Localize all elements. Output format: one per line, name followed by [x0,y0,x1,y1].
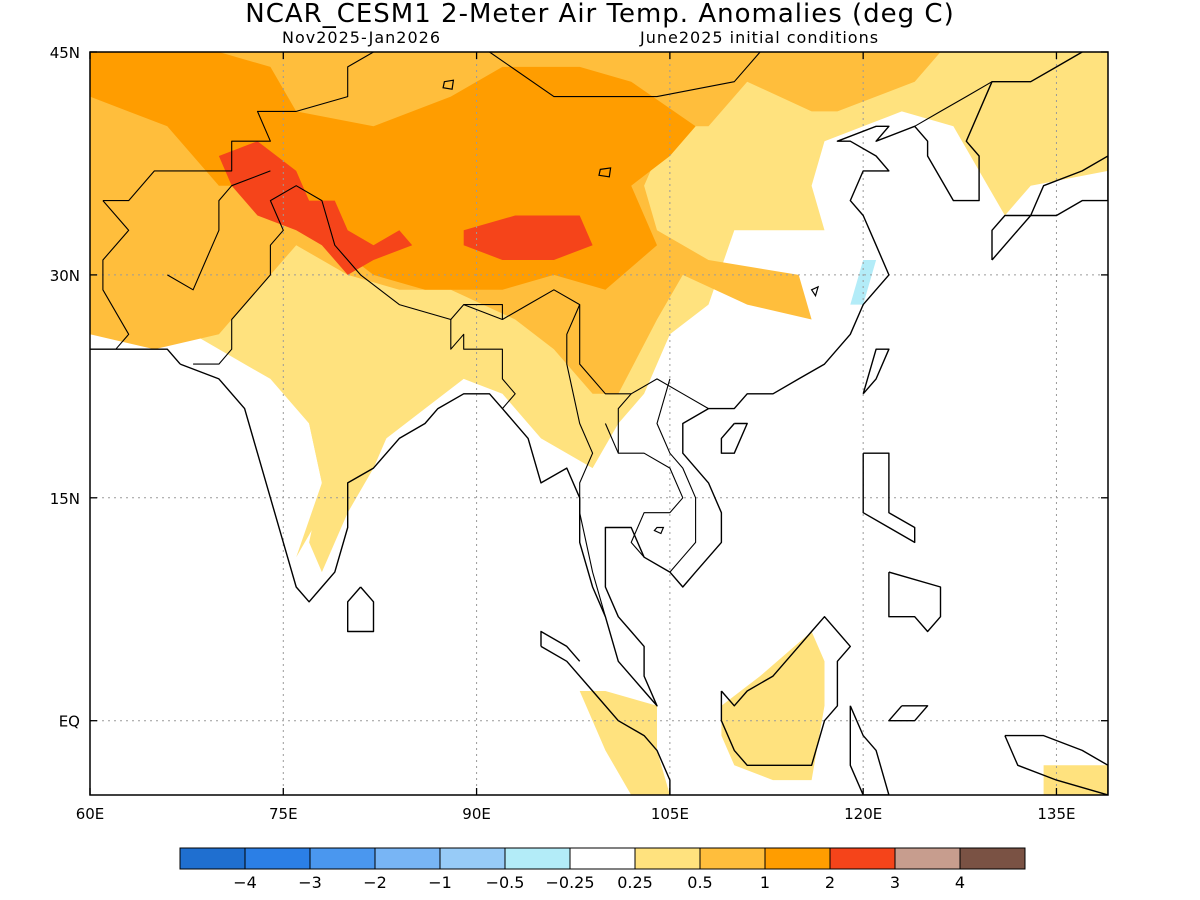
lon-tick-label: 135E [1037,805,1075,823]
lake-outline [653,526,665,535]
map-title: NCAR_CESM1 2-Meter Air Temp. Anomalies (… [245,0,955,29]
colorbar-swatch [699,847,766,870]
country-border [450,319,516,409]
coastline [720,422,748,454]
colorbar-swatch [504,847,571,870]
colorbar-label: 4 [955,873,965,892]
country-border [656,378,697,573]
lake-outline [598,167,612,178]
coastline [849,705,890,795]
colorbar-swatch [244,847,311,870]
colorbar-label: 3 [890,873,900,892]
colorbar-label: −4 [233,873,257,892]
coastline [540,630,581,662]
coastline [862,452,916,544]
colorbar-swatch [569,847,636,870]
lat-tick-label: 15N [50,490,80,508]
colorbar-label: −0.5 [486,873,525,892]
colorbar-swatch [439,847,506,870]
colorbar-swatch [309,847,376,870]
country-border [914,81,993,127]
anomaly-region-0.5 [579,691,670,795]
colorbar-label: −3 [298,873,322,892]
coastline [347,586,375,633]
country-border [102,52,374,202]
axis-ticks: 45N 30N 15N EQ 60E 75E 90E 105E 120E 135E [50,44,1108,823]
anomaly-region--0.25 [850,260,877,305]
anomaly-shading [90,52,1108,795]
anomaly-region-3 [218,141,413,275]
country-border [193,185,709,410]
gridlines [90,52,1108,795]
colorbar-swatch [634,847,701,870]
initial-conditions: June2025 initial conditions [640,28,880,47]
coastline [720,616,851,766]
country-border [167,170,271,291]
country-border [437,52,763,98]
colorbar-label: −2 [363,873,387,892]
colorbar-label: 1 [760,873,770,892]
country-border [566,304,606,617]
country-borders [102,52,993,617]
lon-tick-label: 105E [651,805,689,823]
lon-tick-label: 90E [462,805,491,823]
lon-tick-label: 60E [76,805,105,823]
country-border [463,304,503,320]
coastline [888,705,929,722]
colorbar-label: 0.25 [617,873,653,892]
anomaly-region-0.5 [721,631,825,781]
lake-outline [442,79,455,90]
colorbar-swatch [374,847,441,870]
anomaly-region-3 [463,215,593,260]
anomaly-region-0.5 [1043,765,1108,795]
colorbar-swatch [829,847,896,870]
coastline [1004,734,1108,795]
map-frame [89,51,1109,796]
colorbar-label: −0.25 [545,873,594,892]
colorbar-label: 2 [825,873,835,892]
country-border [604,423,684,558]
coastline [1030,155,1108,217]
coastline [90,348,181,365]
colorbar: −4 −3 −2 −1 −0.5 −0.25 0.25 0.5 1 2 3 4 [179,847,1026,892]
country-border [102,200,130,350]
coastline [540,645,671,795]
colorbar-label: −1 [428,873,452,892]
lon-tick-label: 120E [844,805,882,823]
anomaly-region-0.5 [309,378,400,573]
colorbar-swatch [764,847,831,870]
coastline [1107,95,1108,97]
forecast-period: Nov2025-Jan2026 [282,28,441,47]
coastline [888,571,942,633]
colorbar-swatch [959,847,1026,870]
coastline [991,214,1032,261]
coastline [862,348,890,395]
lake-outline [810,285,820,298]
colorbar-swatch [179,847,246,870]
lat-tick-label: 45N [50,44,80,62]
colorbar-label: 0.5 [687,873,712,892]
lat-tick-label: 30N [50,267,80,285]
colorbar-swatch [894,847,961,870]
country-border [617,393,632,454]
lon-tick-label: 75E [269,805,298,823]
lat-tick-label: EQ [59,713,80,731]
